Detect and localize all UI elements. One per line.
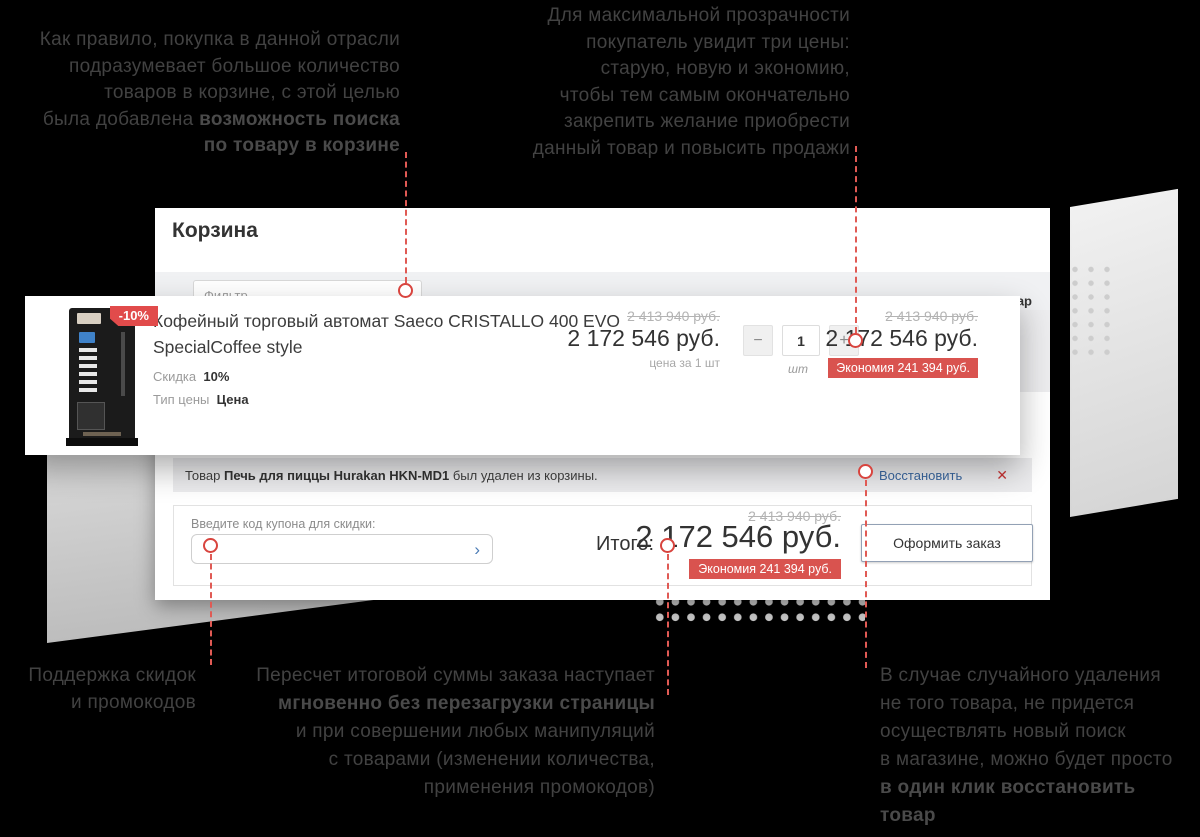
checkout-section: Введите код купона для скидки: › Итого: … bbox=[173, 505, 1033, 586]
callout-line-restore bbox=[865, 480, 867, 668]
unit-new-price: 2 172 546 руб. bbox=[567, 325, 720, 351]
notification-text: Товар Печь для пиццы Hurakan HKN-MD1 был… bbox=[185, 467, 598, 483]
old-total-price: 2 413 940 руб. bbox=[748, 508, 841, 524]
decor-panel-right bbox=[1070, 188, 1178, 517]
unit-old-price: 2 413 940 руб. bbox=[627, 308, 720, 324]
callout-line-filter bbox=[405, 152, 407, 283]
qty-decrease-button[interactable]: − bbox=[743, 325, 773, 356]
row-old-price: 2 413 940 руб. bbox=[885, 308, 978, 324]
callout-line-prices bbox=[855, 146, 857, 333]
annotation-one-click-restore: В случае случайного удаления не того тов… bbox=[880, 665, 1173, 826]
callout-circle-coupon bbox=[203, 538, 218, 553]
callout-circle-restore bbox=[858, 464, 873, 479]
annotation-search-in-cart: Как правило, покупка в данной отрасли по… bbox=[39, 29, 400, 156]
per-unit-label: цена за 1 шт bbox=[649, 356, 720, 370]
economy-badge: Экономия 241 394 руб. bbox=[689, 559, 841, 579]
annotation-three-prices: Для максимальной прозрачности покупатель… bbox=[532, 5, 850, 159]
callout-line-total bbox=[667, 554, 669, 695]
coupon-input[interactable]: › bbox=[191, 534, 493, 564]
row-economy-badge: Экономия 241 394 руб. bbox=[828, 358, 978, 378]
unit-price-block: 2 413 940 руб. 2 172 546 руб. цена за 1 … bbox=[567, 296, 720, 370]
checkout-button[interactable]: Оформить заказ bbox=[861, 524, 1033, 562]
total-label: Итого: bbox=[596, 533, 654, 555]
coupon-label: Введите код купона для скидки: bbox=[191, 517, 376, 531]
callout-line-coupon bbox=[210, 554, 212, 665]
callout-circle-total bbox=[660, 538, 675, 553]
annotation-discount-support: Поддержка скидок и промокодов bbox=[28, 665, 196, 713]
callout-circle-filter bbox=[398, 283, 413, 298]
coffee-machine-image bbox=[66, 308, 138, 446]
discount-badge: -10% bbox=[109, 306, 158, 326]
product-discount-attr: Скидка 10% bbox=[153, 369, 230, 384]
product-row-card: -10% Кофейный торговый автомат Saeco CRI… bbox=[25, 296, 1020, 455]
close-icon[interactable]: ✕ bbox=[996, 466, 1008, 483]
product-image: -10% bbox=[57, 304, 158, 446]
hidden-row-fragment bbox=[1017, 310, 1050, 392]
removed-item-notification: Товар Печь для пиццы Hurakan HKN-MD1 был… bbox=[173, 458, 1032, 492]
page-title: Корзина bbox=[172, 219, 258, 242]
product-title-link[interactable]: Кофейный торговый автомат Saeco CRISTALL… bbox=[153, 311, 621, 357]
dots-grid-icon bbox=[1070, 262, 1117, 360]
qty-input[interactable]: 1 bbox=[782, 325, 820, 356]
annotation-instant-recalc: Пересчет итоговой суммы заказа наступает… bbox=[256, 665, 655, 798]
restore-link[interactable]: Восстановить bbox=[879, 467, 963, 483]
coupon-submit-icon[interactable]: › bbox=[474, 539, 480, 559]
qty-unit-label: шт bbox=[788, 362, 808, 376]
callout-circle-prices bbox=[848, 333, 863, 348]
product-price-type-attr: Тип цены Цена bbox=[153, 392, 249, 407]
